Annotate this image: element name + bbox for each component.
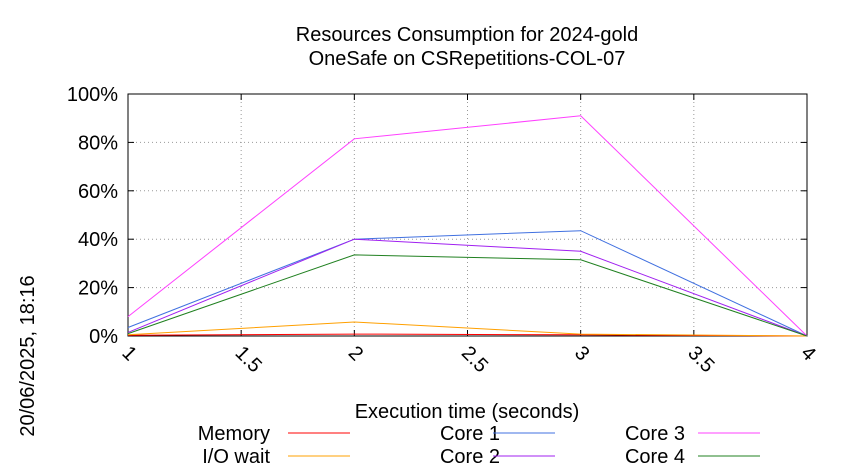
grid — [128, 94, 807, 336]
legend-label-core-3: Core 3 — [625, 423, 685, 445]
y-tick-label: 80% — [78, 132, 118, 154]
series-line-i-o-wait — [127, 321, 808, 337]
y-tick-label: 100% — [67, 84, 118, 106]
series-line-core-2 — [127, 238, 808, 337]
y-tick-label: 40% — [78, 229, 118, 251]
legend-label-core-4: Core 4 — [625, 446, 685, 468]
chart-title-line-1: Resources Consumption for 2024-gold — [296, 24, 638, 46]
legend-label-i-o-wait: I/O wait — [202, 446, 270, 468]
y-tick-label: 60% — [78, 181, 118, 203]
x-tick-label: 1 — [117, 342, 140, 365]
x-tick-label: 2 — [344, 342, 367, 365]
y-axis: 0% 20% 40% 60% 80% 100% — [67, 84, 807, 348]
chart-title-line-2: OneSafe on CSRepetitions-COL-07 — [309, 48, 626, 70]
x-tick-label: 3 — [570, 342, 593, 365]
x-tick-label: 2.5 — [457, 342, 492, 377]
legend-label-memory: Memory — [198, 423, 270, 445]
y-tick-label: 20% — [78, 278, 118, 300]
legend-label-core-1: Core 1 — [440, 423, 500, 445]
legend-label-core-2: Core 2 — [440, 446, 500, 468]
timestamp-label: 20/06/2025, 18:16 — [17, 275, 39, 436]
series-lines — [127, 115, 808, 337]
series-line-core-4 — [127, 254, 808, 337]
chart-title: Resources Consumption for 2024-gold OneS… — [296, 24, 638, 70]
x-axis-label: Execution time (seconds) — [355, 401, 580, 423]
y-tick-label: 0% — [89, 326, 118, 348]
x-tick-label: 3.5 — [683, 342, 718, 377]
x-tick-label: 4 — [796, 342, 819, 365]
x-tick-label: 1.5 — [231, 342, 266, 377]
series-line-core-1 — [127, 230, 808, 337]
series-line-core-3 — [127, 115, 808, 337]
